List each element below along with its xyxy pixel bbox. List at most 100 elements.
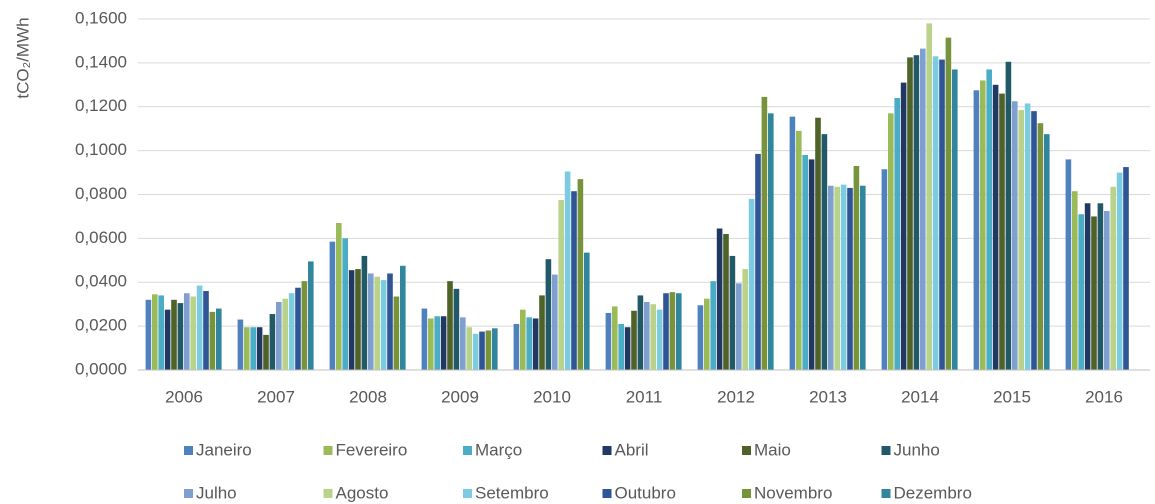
y-tick-label: 0,0400 bbox=[75, 272, 127, 291]
bar bbox=[440, 316, 447, 370]
x-tick-label: 2008 bbox=[349, 387, 387, 406]
bar bbox=[434, 316, 440, 370]
legend-swatch bbox=[602, 446, 612, 455]
bar bbox=[1084, 203, 1091, 370]
bar bbox=[1072, 191, 1078, 370]
legend-label: Dezembro bbox=[894, 483, 972, 502]
bar bbox=[761, 96, 768, 371]
bar bbox=[920, 48, 926, 370]
bar bbox=[815, 117, 821, 370]
bar bbox=[650, 304, 656, 370]
bar bbox=[184, 293, 190, 370]
bar bbox=[244, 327, 250, 370]
bar bbox=[1091, 216, 1097, 370]
bar bbox=[796, 130, 802, 370]
bar bbox=[348, 270, 355, 370]
bar bbox=[992, 84, 999, 370]
legend-swatch bbox=[881, 489, 891, 498]
y-tick-label: 0,1600 bbox=[75, 8, 127, 27]
bar bbox=[216, 308, 222, 370]
bar bbox=[637, 295, 644, 370]
bar bbox=[1065, 159, 1072, 370]
bar bbox=[1110, 186, 1116, 370]
legend-label: Outubro bbox=[615, 483, 676, 502]
y-tick-label: 0,0000 bbox=[75, 359, 127, 378]
bar bbox=[907, 57, 913, 370]
x-tick-label: 2011 bbox=[626, 387, 663, 406]
bar bbox=[152, 294, 158, 370]
x-tick-label: 2012 bbox=[717, 387, 755, 406]
bar bbox=[1031, 111, 1037, 370]
legend-label: Setembro bbox=[475, 483, 549, 502]
bar bbox=[269, 314, 276, 370]
bar bbox=[1078, 214, 1084, 370]
bar bbox=[840, 184, 847, 370]
bar bbox=[472, 333, 479, 370]
bar bbox=[263, 334, 269, 370]
bar bbox=[164, 309, 171, 370]
x-tick-label: 2016 bbox=[1085, 387, 1123, 406]
y-tick-label: 0,1400 bbox=[75, 52, 127, 71]
bar bbox=[564, 171, 571, 370]
y-tick-label: 0,0600 bbox=[75, 228, 127, 247]
bar bbox=[329, 241, 336, 370]
bar bbox=[295, 287, 301, 370]
bar bbox=[736, 283, 742, 370]
bar bbox=[526, 317, 532, 370]
bar bbox=[342, 238, 348, 370]
legend-swatch bbox=[184, 489, 193, 498]
legend-swatch bbox=[602, 489, 612, 498]
legend-swatch bbox=[323, 489, 333, 498]
x-tick-label: 2013 bbox=[809, 387, 847, 406]
bar bbox=[802, 155, 808, 370]
bar bbox=[545, 259, 552, 370]
bar bbox=[158, 295, 164, 370]
y-tick-label: 0,0200 bbox=[75, 316, 127, 335]
bar bbox=[973, 90, 980, 370]
bar bbox=[926, 23, 932, 370]
bar bbox=[669, 292, 676, 370]
y-tick-label: 0,1200 bbox=[75, 96, 127, 115]
bar bbox=[571, 191, 577, 370]
bar bbox=[577, 179, 584, 370]
bar bbox=[644, 301, 650, 370]
legend-swatch bbox=[742, 446, 751, 455]
bar bbox=[177, 303, 184, 370]
bar bbox=[828, 185, 834, 370]
bar bbox=[256, 327, 263, 370]
bar bbox=[952, 69, 958, 371]
bar bbox=[485, 330, 492, 370]
y-axis-label: tCO₂/MWh bbox=[13, 17, 32, 98]
legend-swatch bbox=[323, 446, 333, 455]
bar bbox=[860, 185, 866, 370]
bar bbox=[308, 261, 314, 370]
bar bbox=[368, 273, 374, 370]
bar bbox=[460, 317, 466, 370]
bar bbox=[539, 295, 545, 370]
bar bbox=[1024, 103, 1031, 370]
bar bbox=[237, 319, 244, 370]
bar bbox=[532, 318, 539, 370]
legend-label: Fevereiro bbox=[336, 440, 408, 459]
bar bbox=[821, 134, 828, 370]
bar bbox=[742, 269, 748, 370]
bar bbox=[1037, 123, 1044, 370]
bar bbox=[276, 301, 282, 370]
legend-swatch bbox=[463, 489, 472, 498]
legend-label: Março bbox=[475, 440, 522, 459]
bar bbox=[250, 327, 256, 370]
x-tick-label: 2007 bbox=[257, 387, 295, 406]
bar bbox=[479, 331, 485, 370]
bar bbox=[900, 82, 907, 371]
bar bbox=[466, 327, 472, 370]
bar bbox=[768, 113, 774, 371]
bar bbox=[716, 228, 723, 370]
bar bbox=[171, 299, 177, 370]
bar bbox=[453, 288, 460, 370]
bar bbox=[894, 97, 900, 370]
bar bbox=[704, 298, 710, 370]
y-tick-label: 0,1000 bbox=[75, 140, 127, 159]
bar bbox=[282, 298, 288, 370]
bar bbox=[145, 299, 152, 370]
